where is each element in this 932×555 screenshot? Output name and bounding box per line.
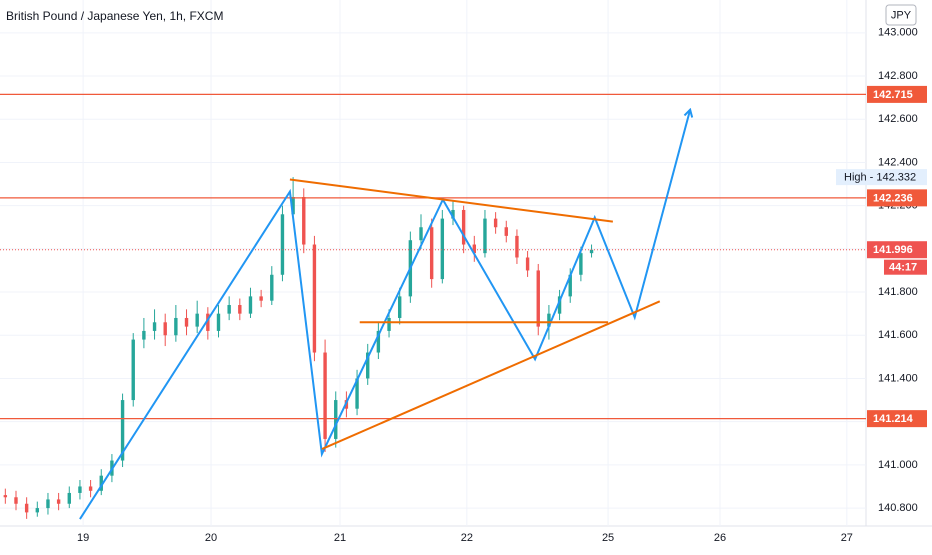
y-tick-label: 141.600 xyxy=(878,329,918,341)
candle-body xyxy=(67,492,71,504)
trend-drawing xyxy=(79,110,690,520)
candle-body xyxy=(547,313,551,327)
candle-body xyxy=(366,352,370,379)
candle-body xyxy=(56,499,61,504)
x-tick-label: 21 xyxy=(334,532,346,544)
candle-body xyxy=(504,227,508,236)
candle-body xyxy=(14,497,18,504)
candle-body xyxy=(483,218,487,254)
last-price-label: 141.996 xyxy=(873,244,913,256)
y-tick-label: 141.400 xyxy=(878,372,918,384)
candle-body xyxy=(291,197,295,215)
level-label-box xyxy=(867,189,927,207)
y-tick-label: 142.600 xyxy=(878,113,918,125)
trend-drawing xyxy=(289,178,613,223)
candle-body xyxy=(99,475,103,491)
candle-body xyxy=(472,244,477,254)
x-tick-label: 19 xyxy=(77,532,89,544)
candle-body xyxy=(206,313,210,331)
candle-body xyxy=(419,227,423,241)
candle-body xyxy=(24,503,29,513)
level-label-box xyxy=(867,410,927,428)
candle-body xyxy=(227,305,231,314)
y-tick-label: 143.000 xyxy=(878,27,918,39)
candle-body xyxy=(579,253,583,275)
candle-body xyxy=(152,322,157,331)
candle-body xyxy=(493,218,498,228)
grid xyxy=(0,0,866,526)
candle-body xyxy=(557,296,562,314)
last-price-label-box xyxy=(867,241,927,259)
x-tick-label: 20 xyxy=(205,532,217,544)
currency-button[interactable] xyxy=(885,4,917,26)
candle-body xyxy=(238,305,242,314)
candle-body xyxy=(216,313,221,331)
plot xyxy=(0,93,866,520)
candle-body xyxy=(35,508,40,513)
y-tick-label: 140.800 xyxy=(878,502,918,514)
x-tick-label: 22 xyxy=(461,532,473,544)
level-label: 142.715 xyxy=(873,89,913,101)
candle-body xyxy=(302,197,306,245)
candle-body xyxy=(397,296,402,318)
candle-body xyxy=(131,339,135,401)
candle-body xyxy=(78,486,82,493)
candle-body xyxy=(429,227,434,280)
candle-body xyxy=(355,378,359,409)
level-label-box xyxy=(867,85,927,103)
candle-body xyxy=(440,218,445,280)
candle-body xyxy=(184,317,189,327)
candle-body xyxy=(515,235,519,258)
y-tick-label: 142.400 xyxy=(878,156,918,168)
countdown: 44:17 xyxy=(889,262,917,274)
currency[interactable]: JPY xyxy=(891,9,912,21)
candle-body xyxy=(248,296,253,314)
candle-body xyxy=(174,317,178,336)
candle-body xyxy=(280,214,285,275)
level-label: 142.236 xyxy=(873,192,913,204)
candle-body xyxy=(451,209,455,219)
chart-title: British Pound / Japanese Yen, 1h, FXCM xyxy=(6,9,223,23)
candle-body xyxy=(120,400,125,461)
candle-body xyxy=(387,317,391,331)
level-label: 141.214 xyxy=(873,413,914,425)
candle-body xyxy=(46,499,50,509)
candle-body xyxy=(270,274,274,301)
candle-body xyxy=(461,209,466,245)
high-label: High - 142.332 xyxy=(844,172,916,184)
candle-body xyxy=(163,322,167,336)
candle-body xyxy=(3,495,8,498)
x-tick-label: 25 xyxy=(602,532,614,544)
candle-body xyxy=(88,486,93,491)
candle-body xyxy=(376,330,381,353)
x-tick-label: 26 xyxy=(714,532,726,544)
candle-body xyxy=(525,257,530,271)
axis-labels: 143.000142.800142.600142.400142.200142.0… xyxy=(77,27,927,544)
candle-body xyxy=(312,244,317,353)
y-tick-label: 141.000 xyxy=(878,459,918,471)
trend-drawing xyxy=(321,300,661,451)
x-tick-label: 27 xyxy=(841,532,853,544)
y-tick-label: 141.800 xyxy=(878,286,918,298)
high-label-box xyxy=(836,169,927,186)
candle-body xyxy=(568,274,572,297)
candle-body xyxy=(195,313,199,327)
candle-body xyxy=(589,249,594,254)
y-tick-label: 142.800 xyxy=(878,70,918,82)
candle-body xyxy=(259,296,263,301)
candle-body xyxy=(536,270,540,327)
candle-body xyxy=(334,400,338,439)
candle-body xyxy=(142,330,146,340)
countdown-box xyxy=(884,259,927,275)
candle-body xyxy=(323,352,327,439)
